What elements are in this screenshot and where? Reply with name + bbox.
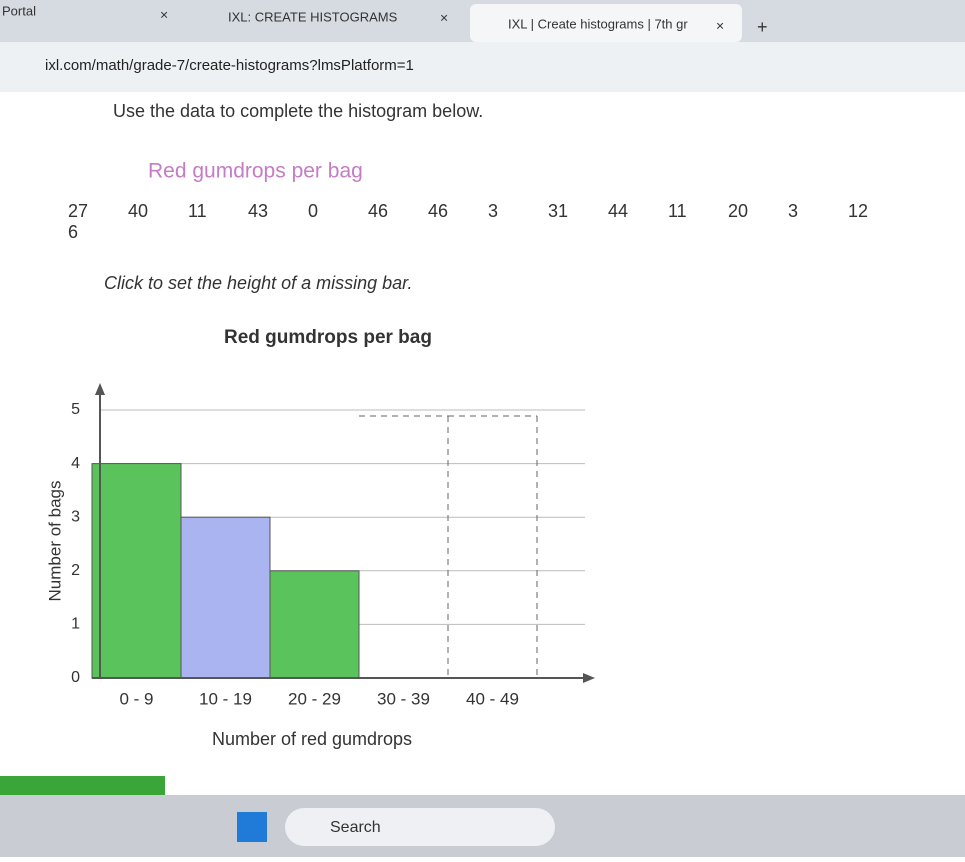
x-tick-label: 40 - 49: [466, 689, 519, 708]
y-axis-arrow: [95, 383, 105, 395]
data-value: 12: [848, 201, 868, 221]
y-tick-label: 5: [71, 401, 80, 418]
tab-title[interactable]: IXL | Create histograms | 7th gr: [508, 16, 688, 31]
bar: [91, 463, 182, 679]
data-title: Red gumdrops per bag: [148, 160, 363, 183]
chart-title: Red gumdrops per bag: [224, 327, 432, 348]
x-tick-label: 30 - 39: [377, 689, 430, 708]
y-tick-label: 0: [71, 669, 80, 686]
y-axis-label: Number of bags: [45, 481, 64, 602]
data-value: 43: [248, 201, 268, 221]
data-value: 6: [68, 222, 78, 242]
prompt: Click to set the height of a missing bar…: [104, 273, 412, 293]
y-tick-label: 4: [71, 455, 80, 472]
x-tick-label: 10 - 19: [199, 689, 252, 708]
tab-close[interactable]: ×: [440, 10, 448, 26]
data-value: 46: [368, 201, 388, 221]
data-value: 20: [728, 201, 748, 221]
tab-close[interactable]: ×: [716, 18, 724, 34]
data-value: 46: [428, 201, 448, 221]
search-label[interactable]: Search: [330, 819, 381, 836]
x-axis-label: Number of red gumdrops: [212, 729, 412, 749]
x-axis-arrow: [583, 673, 595, 683]
data-value: 31: [548, 201, 568, 221]
start-button[interactable]: [237, 812, 267, 842]
y-tick-label: 2: [71, 562, 80, 579]
data-value: 40: [128, 201, 148, 221]
address-bar: [0, 42, 965, 92]
y-tick-label: 1: [71, 616, 80, 633]
new-tab[interactable]: +: [757, 17, 768, 37]
search-box[interactable]: [285, 808, 555, 846]
chart: 0 1 2 3 4 5 0 - 9 10 - 19 20 - 29 30 - 39 40 - 49: [71, 383, 595, 708]
data-value: 3: [788, 201, 798, 221]
active-tab[interactable]: [470, 4, 742, 42]
data-value: 44: [608, 201, 628, 221]
tab-title[interactable]: Portal: [2, 3, 36, 18]
instruction: Use the data to complete the histogram b…: [113, 101, 483, 121]
bar: [269, 570, 360, 679]
tab-close[interactable]: ×: [160, 7, 168, 23]
bar: [180, 516, 271, 679]
data-value: 0: [308, 201, 318, 221]
data-value: 27: [68, 201, 88, 221]
submit-button[interactable]: [0, 776, 165, 796]
data-value: 11: [668, 201, 687, 221]
x-tick-label: 0 - 9: [119, 689, 153, 708]
url[interactable]: ixl.com/math/grade-7/create-histograms?l…: [45, 57, 414, 74]
y-tick-label: 3: [71, 508, 80, 525]
x-tick-label: 20 - 29: [288, 689, 341, 708]
tab-title[interactable]: IXL: CREATE HISTOGRAMS: [228, 9, 398, 24]
data-list: 27 40 11 43 0 46 46 3 31 44 11 20 3 12 6: [68, 201, 868, 242]
data-value: 11: [188, 201, 207, 221]
data-value: 3: [488, 201, 498, 221]
